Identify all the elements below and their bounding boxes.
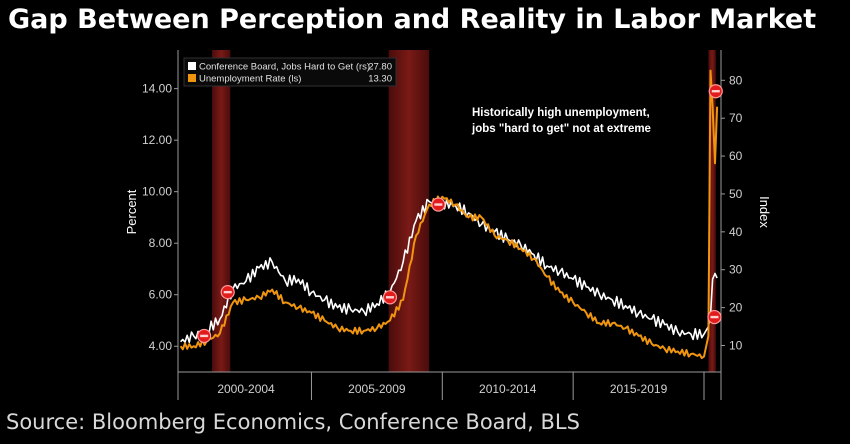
right-tick-label: 40 [729,225,743,239]
right-tick-label: 60 [729,149,743,163]
legend-box [183,57,397,87]
series-lines [179,69,719,360]
x-tick-label: 2000-2004 [217,382,275,396]
left-tick-label: 12.00 [142,133,172,147]
left-axis-ticks: 4.00 6.00 8.00 10.00 12.00 14.00 [142,82,178,353]
chart-title: Gap Between Perception and Reality in La… [8,4,817,35]
left-tick-label: 4.00 [149,339,173,353]
right-tick-label: 20 [729,301,743,315]
left-tick-label: 8.00 [149,236,173,250]
x-tick-label: 2010-2014 [479,382,537,396]
legend-swatch-jobs-hard [188,62,196,70]
recession-band [708,50,716,372]
series-line-unemployment [179,69,719,360]
event-marker [707,309,722,325]
right-tick-label: 10 [729,338,743,352]
legend: Conference Board, Jobs Hard to Get (rs) … [183,57,397,87]
series-line-jobs-hard [180,198,718,344]
source-note: Source: Bloomberg Economics, Conference … [6,410,580,434]
plot-area-background [178,50,721,400]
left-tick-label: 10.00 [142,185,172,199]
x-tick-label: 2005-2009 [348,382,406,396]
right-tick-label: 80 [729,73,743,87]
legend-swatch-unemployment [188,74,196,82]
event-marker [382,290,398,305]
legend-label-unemployment: Unemployment Rate (ls) [199,74,301,85]
annotation-line-1: Historically high unemployment, [472,107,650,119]
event-marker [708,84,723,99]
right-tick-label: 30 [729,263,743,277]
legend-value-unemployment: 13.30 [368,74,392,85]
right-axis-ticks: 10 20 30 40 50 60 70 80 [721,73,743,352]
recession-band [388,50,430,372]
x-axis-labels: 2000-2004 2005-2009 2010-2014 2015-2019 [217,372,705,400]
right-tick-label: 70 [729,111,743,125]
x-tick-label: 2015-2019 [610,382,668,396]
right-tick-label: 50 [729,187,743,201]
event-marker [197,328,212,344]
markers [197,84,723,344]
annotation-line-2: jobs "hard to get" not at extreme [471,123,651,135]
left-axis-label: Percent [124,189,139,234]
axes [177,50,722,400]
right-axis-label: Index [757,196,772,228]
event-marker [220,285,235,300]
legend-value-jobs-hard: 27.80 [368,62,392,73]
left-tick-label: 6.00 [149,288,173,302]
legend-label-jobs-hard: Conference Board, Jobs Hard to Get (rs) [199,62,370,73]
event-marker [431,197,446,212]
left-tick-label: 14.00 [142,82,172,96]
